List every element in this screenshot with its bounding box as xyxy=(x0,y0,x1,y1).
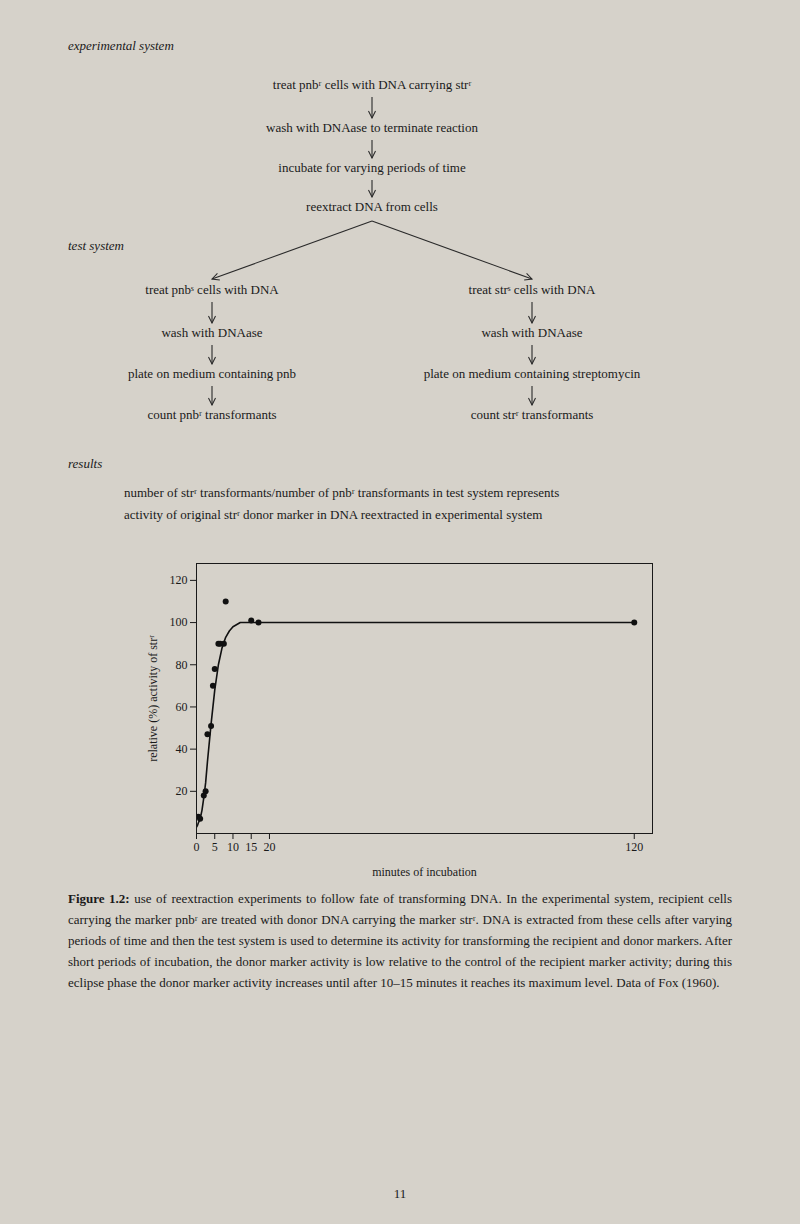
svg-text:10: 10 xyxy=(227,840,239,854)
svg-text:treat pnbʳ cells with DNA carr: treat pnbʳ cells with DNA carrying strʳ xyxy=(273,77,472,92)
html-text:Figure 1.2: use of reextractio: Figure 1.2: use of reextraction experime… xyxy=(68,891,732,990)
svg-text:treat pnbˢ cells with DNA: treat pnbˢ cells with DNA xyxy=(145,282,279,297)
svg-text:20: 20 xyxy=(263,840,275,854)
svg-text:40: 40 xyxy=(176,742,188,756)
svg-text:wash with DNAase: wash with DNAase xyxy=(481,325,582,340)
svg-text:wash with DNAase: wash with DNAase xyxy=(161,325,262,340)
html-text:11: 11 xyxy=(393,1186,407,1201)
svg-text:results: results xyxy=(68,456,102,471)
svg-text:0: 0 xyxy=(194,840,200,854)
svg-text:experimental system: experimental system xyxy=(68,38,174,53)
svg-text:relative (%) activity of strʳ: relative (%) activity of strʳ xyxy=(146,635,160,762)
svg-text:minutes of incubation: minutes of incubation xyxy=(372,865,477,879)
svg-text:plate on medium containing str: plate on medium containing streptomycin xyxy=(424,366,641,381)
svg-text:count strʳ transformants: count strʳ transformants xyxy=(471,407,594,422)
svg-text:100: 100 xyxy=(170,615,188,629)
svg-text:incubate for varying periods o: incubate for varying periods of time xyxy=(278,160,466,175)
svg-text:test system: test system xyxy=(68,238,124,253)
svg-text:120: 120 xyxy=(170,573,188,587)
svg-text:treat strˢ cells with DNA: treat strˢ cells with DNA xyxy=(469,282,597,297)
svg-text:5: 5 xyxy=(212,840,218,854)
svg-text:80: 80 xyxy=(176,658,188,672)
svg-text:count pnbʳ transformants: count pnbʳ transformants xyxy=(147,407,276,422)
svg-text:20: 20 xyxy=(176,784,188,798)
html-text:number of strʳ transformants/n: number of strʳ transformants/number of p… xyxy=(124,485,560,522)
svg-text:reextract DNA from cells: reextract DNA from cells xyxy=(306,199,438,214)
svg-text:plate on medium containing pnb: plate on medium containing pnb xyxy=(128,366,296,381)
svg-text:15: 15 xyxy=(245,840,257,854)
svg-text:wash with DNAase to terminate: wash with DNAase to terminate reaction xyxy=(266,120,478,135)
svg-text:60: 60 xyxy=(176,700,188,714)
svg-text:120: 120 xyxy=(625,840,643,854)
